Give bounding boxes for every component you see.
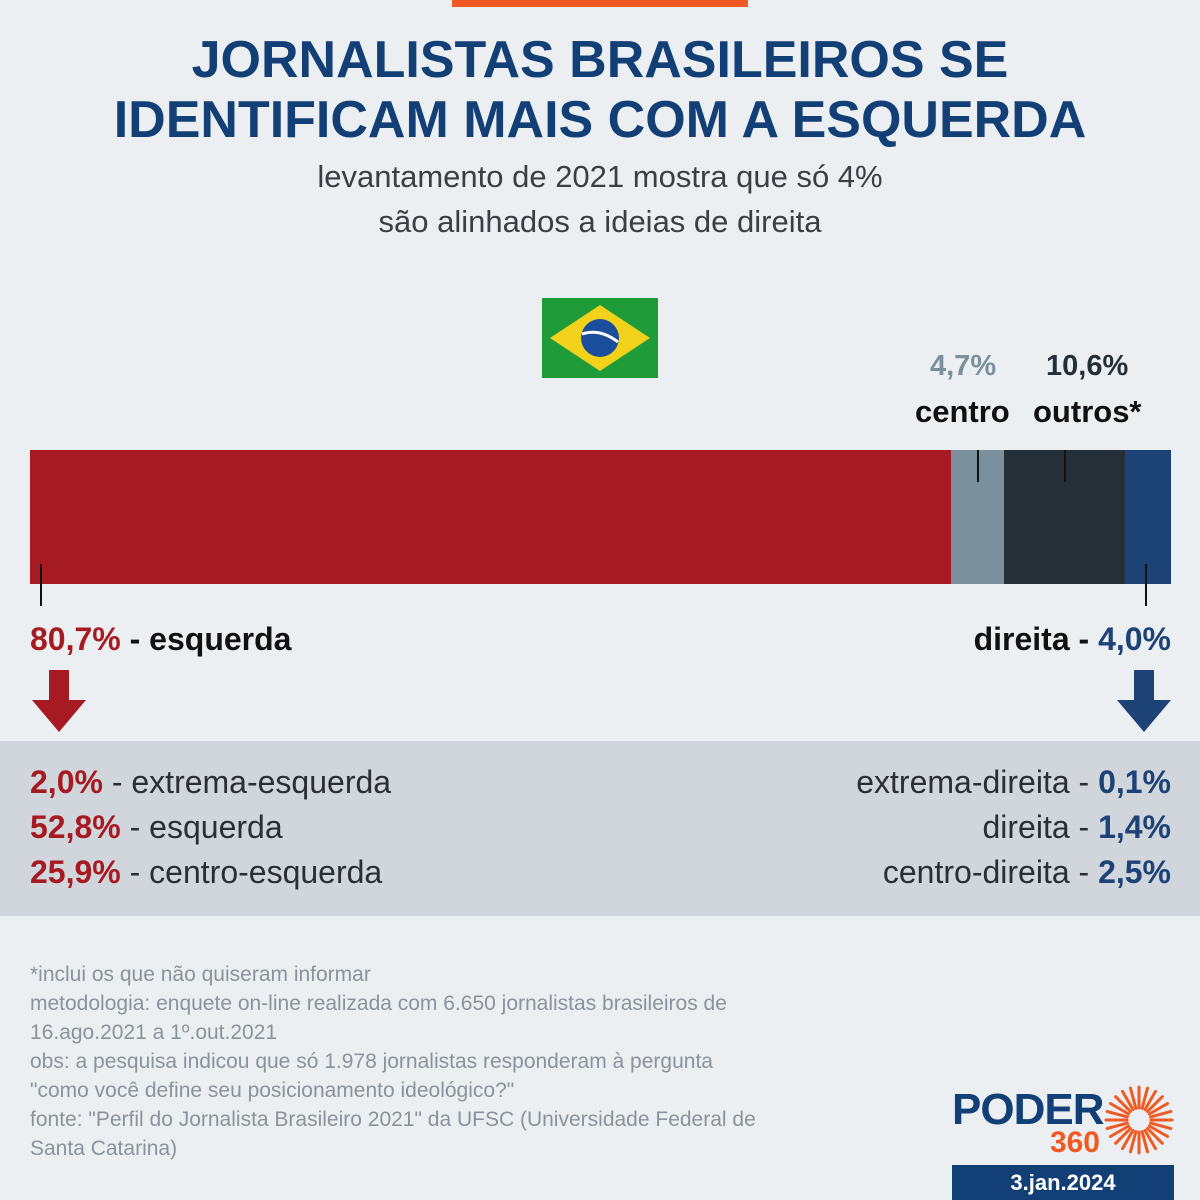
footnote-line: obs: a pesquisa indicou que só 1.978 jor… (30, 1050, 713, 1073)
breakdown-left-row: 2,0% - extrema-esquerda (30, 764, 392, 800)
footnote-line: metodologia: enquete on-line realizada c… (30, 992, 727, 1015)
logo-name: PODER (952, 1085, 1104, 1134)
centro-name-label: centro (915, 394, 1010, 429)
page-subtitle: levantamento de 2021 mostra que só 4% sã… (317, 159, 883, 239)
breakdown-right-row: extrema-direita - 0,1% (856, 764, 1171, 800)
esquerda-total-label: 80,7% - esquerda (30, 621, 292, 657)
brazil-flag-icon (542, 298, 658, 378)
footnote-line: "como você define seu posicionamento ide… (30, 1079, 515, 1102)
arrow-down-icon-right (1117, 670, 1171, 732)
tick-centro (976, 450, 979, 482)
tick-outros (1063, 450, 1066, 482)
footnote-line: fonte: "Perfil do Jornalista Brasileiro … (30, 1108, 756, 1131)
centro-percent-label: 4,7% (930, 350, 997, 382)
footnote-line: Santa Catarina) (30, 1137, 178, 1160)
footnotes: *inclui os que não quiseram informar met… (30, 960, 890, 1163)
publish-date: 3.jan.2024 (952, 1165, 1174, 1200)
stacked-bar (30, 450, 1171, 584)
breakdown-left-row: 52,8% - esquerda (30, 809, 283, 845)
footnote-line: *inclui os que não quiseram informar (30, 963, 371, 986)
top-accent-bar (452, 0, 748, 7)
logo-number: 360 (1049, 1126, 1100, 1159)
outros-name-label: outros* (1033, 394, 1142, 429)
breakdown-left-row: 25,9% - centro-esquerda (30, 854, 383, 890)
tick-direita (1145, 564, 1148, 606)
arrow-down-icon-left (32, 670, 86, 732)
direita-total-label: direita - 4,0% (973, 621, 1171, 657)
sun-rays-icon (1104, 1085, 1174, 1155)
footnote-line: 16.ago.2021 a 1º.out.2021 (30, 1021, 278, 1044)
breakdown-panel (0, 741, 1200, 916)
breakdown-right-row: direita - 1,4% (982, 809, 1171, 845)
tick-esquerda (40, 564, 42, 606)
breakdown-right-row: centro-direita - 2,5% (882, 854, 1171, 890)
outros-percent-label: 10,6% (1046, 350, 1129, 382)
bar-segment-direita (1125, 450, 1171, 584)
bar-segment-esquerda (30, 450, 951, 584)
page-title: JORNALISTAS BRASILEIROS SE IDENTIFICAM M… (113, 31, 1087, 149)
poder360-logo: PODER 360 (952, 1085, 1174, 1165)
